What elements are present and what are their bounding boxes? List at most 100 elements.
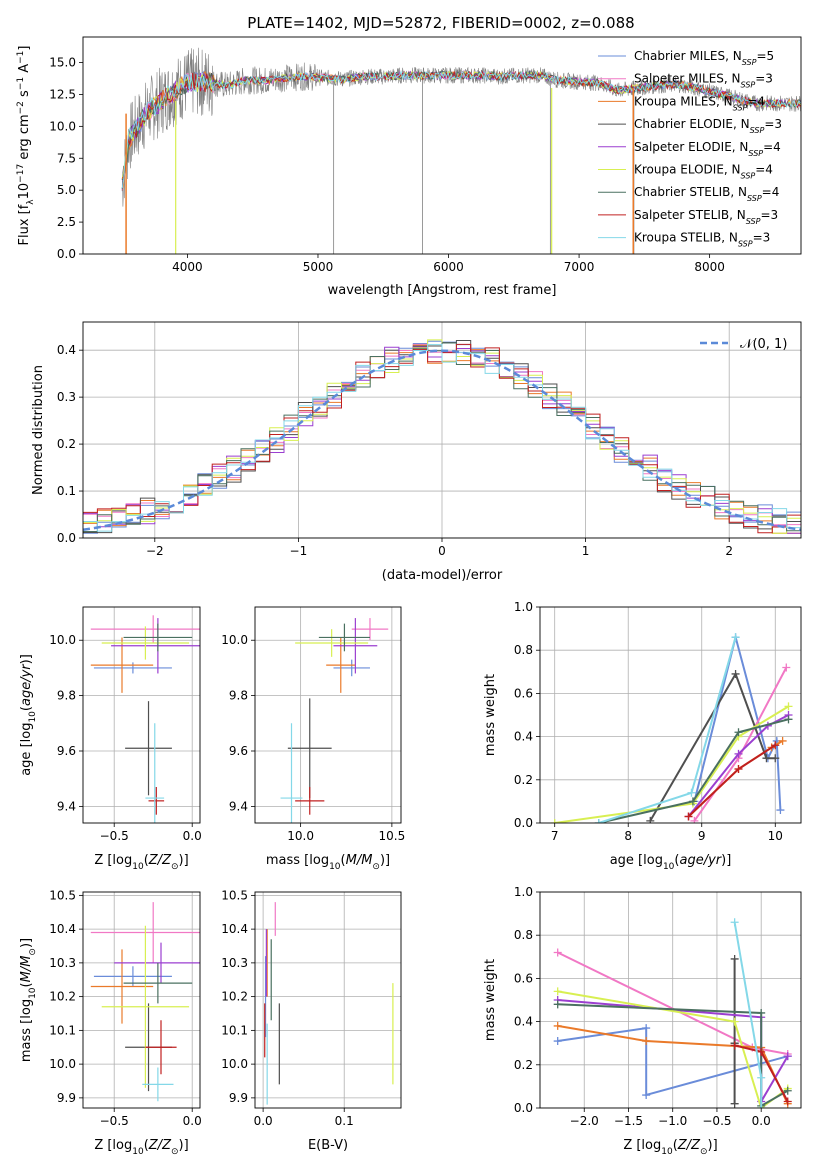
y-tick-label: 0.8 <box>514 643 533 657</box>
weight-line <box>557 1026 788 1097</box>
weight-marker <box>646 816 655 823</box>
axes-frame <box>82 321 802 539</box>
x-tick-label: −0.5 <box>100 829 129 843</box>
x-tick-label: −1.0 <box>658 1114 687 1128</box>
x-axis-label: mass [log10(M/M⊙)] <box>266 853 390 872</box>
legend-label: Kroupa MILES, NSSP=4 <box>634 94 765 112</box>
legend-label: Salpeter MILES, NSSP=3 <box>634 72 773 90</box>
weight-marker <box>730 1099 739 1108</box>
y-tick-label: 0.0 <box>57 531 76 545</box>
y-tick-label: 12.5 <box>49 87 76 101</box>
x-tick-label: −2.0 <box>570 1114 599 1128</box>
y-tick-label: 10.5 <box>221 888 248 902</box>
weight-marker <box>731 633 740 642</box>
axes-frame <box>82 606 201 824</box>
weight-marker <box>783 1086 792 1095</box>
plot-area <box>83 892 200 1108</box>
weight-marker <box>734 765 743 773</box>
y-tick-label: 7.5 <box>57 151 76 165</box>
age-vs-mass-panel: 10.0 10.5 9.4 9.6 9.8 10.0 mass [log10(M/M⊙)] <box>221 606 405 872</box>
x-tick-label: 0.1 <box>335 1114 354 1128</box>
weight-marker <box>782 663 791 672</box>
weight-marker <box>730 1017 739 1026</box>
y-tick-label: 10.2 <box>221 990 248 1004</box>
x-tick-label: 0 <box>438 544 446 558</box>
mass-vs-metallicity-panel: −0.5 0.0 9.9 10.0 10.1 10.2 10.3 10.4 10.5 Z [log… <box>19 888 202 1157</box>
y-tick-label: 0.1 <box>57 484 76 498</box>
x-tick-label: 8000 <box>694 260 725 274</box>
spectrum-legend: Chabrier MILES, NSSP=5 Salpeter MILES, NS… <box>598 49 782 248</box>
y-tick-label: 5.0 <box>57 183 76 197</box>
plot-area <box>121 47 801 254</box>
y-tick-label: 10.1 <box>221 1023 248 1037</box>
y-tick-label: 9.6 <box>229 744 248 758</box>
weight-marker <box>771 741 780 750</box>
x-tick-label: 9 <box>698 829 706 843</box>
weight-marker <box>594 819 603 823</box>
weight-marker <box>642 1024 651 1033</box>
weight-marker <box>550 819 559 823</box>
weight-marker <box>553 987 562 996</box>
x-axis-label: Z [log10(Z/Z⊙)] <box>623 1138 717 1157</box>
x-tick-label: 6000 <box>433 260 464 274</box>
weight-marker <box>734 749 743 758</box>
x-tick-label: 2 <box>725 544 733 558</box>
legend-label: Salpeter STELIB, NSSP=3 <box>634 208 778 226</box>
x-axis-label: Z [log10(Z/Z⊙)] <box>94 1138 188 1157</box>
plot-area <box>255 607 401 823</box>
y-tick-label: 0.2 <box>514 773 533 787</box>
grid <box>255 892 401 1108</box>
x-axis-label: (data-model)/error <box>382 568 503 583</box>
weight-marker <box>784 715 793 724</box>
grid <box>83 892 200 1108</box>
y-tick-label: 0.4 <box>514 730 533 744</box>
y-tick-label: 0.6 <box>514 971 533 985</box>
x-axis-label: Z [log10(Z/Z⊙)] <box>94 853 188 872</box>
y-tick-label: 10.4 <box>221 922 248 936</box>
y-tick-label: 0.3 <box>57 390 76 404</box>
weight-line <box>598 636 737 823</box>
weight-marker <box>642 1037 651 1046</box>
grid <box>255 607 401 823</box>
y-tick-label: 0.0 <box>514 816 533 830</box>
legend-label: Chabrier STELIB, NSSP=4 <box>634 185 779 203</box>
mass-vs-reddening-panel: 0.0 0.1 9.9 10.0 10.1 10.2 10.3 10.4 10.5 E(B-V) <box>221 888 402 1153</box>
figure-title: PLATE=1402, MJD=52872, FIBERID=0002, z=0… <box>247 14 634 32</box>
y-axis-label: mass [log10(M/M⊙)] <box>19 938 38 1062</box>
x-tick-label: 4000 <box>172 260 203 274</box>
y-tick-label: 10.0 <box>221 1057 248 1071</box>
y-tick-label: 1.0 <box>514 885 533 899</box>
weight-marker <box>757 1073 766 1082</box>
y-tick-label: 10.4 <box>49 922 76 936</box>
weight-marker <box>776 806 785 815</box>
x-tick-label: 8 <box>624 829 632 843</box>
y-tick-label: 0.6 <box>514 686 533 700</box>
y-tick-label: 0.2 <box>57 437 76 451</box>
y-tick-label: 10.2 <box>49 990 76 1004</box>
y-tick-label: 10.5 <box>49 888 76 902</box>
spectrum-panel: 4000 5000 6000 7000 8000 0.0 2.5 5.0 7.5 10.0 12.5… <box>16 36 802 298</box>
x-tick-label: 10 <box>768 829 783 843</box>
x-axis-label: E(B-V) <box>308 1138 348 1153</box>
y-tick-label: 10.1 <box>49 1023 76 1037</box>
mass-weight-vs-age-panel: 7 8 9 10 0.0 0.2 0.4 0.6 0.8 1.0 age [log10(age/yr… <box>483 600 802 872</box>
weight-marker <box>757 1104 766 1108</box>
weight-marker <box>783 1097 792 1106</box>
weight-marker <box>784 702 793 711</box>
x-tick-label: 7000 <box>564 260 595 274</box>
weight-line <box>687 714 789 818</box>
y-tick-label: 9.8 <box>229 689 248 703</box>
weight-marker <box>771 754 780 763</box>
axes-frame <box>82 36 802 255</box>
weight-marker <box>642 1091 651 1100</box>
weight-marker <box>757 1008 766 1017</box>
y-axis-label: Normed distribution <box>31 365 46 495</box>
y-axis-label: Flux [fλ10−17 erg cm−2 s−1 A−1] <box>16 46 36 246</box>
axes-frame <box>254 606 402 824</box>
x-tick-label: −0.5 <box>702 1114 731 1128</box>
weight-marker <box>730 918 739 927</box>
plot-area <box>83 607 200 823</box>
x-tick-label: −1 <box>290 544 308 558</box>
grid <box>83 607 200 823</box>
